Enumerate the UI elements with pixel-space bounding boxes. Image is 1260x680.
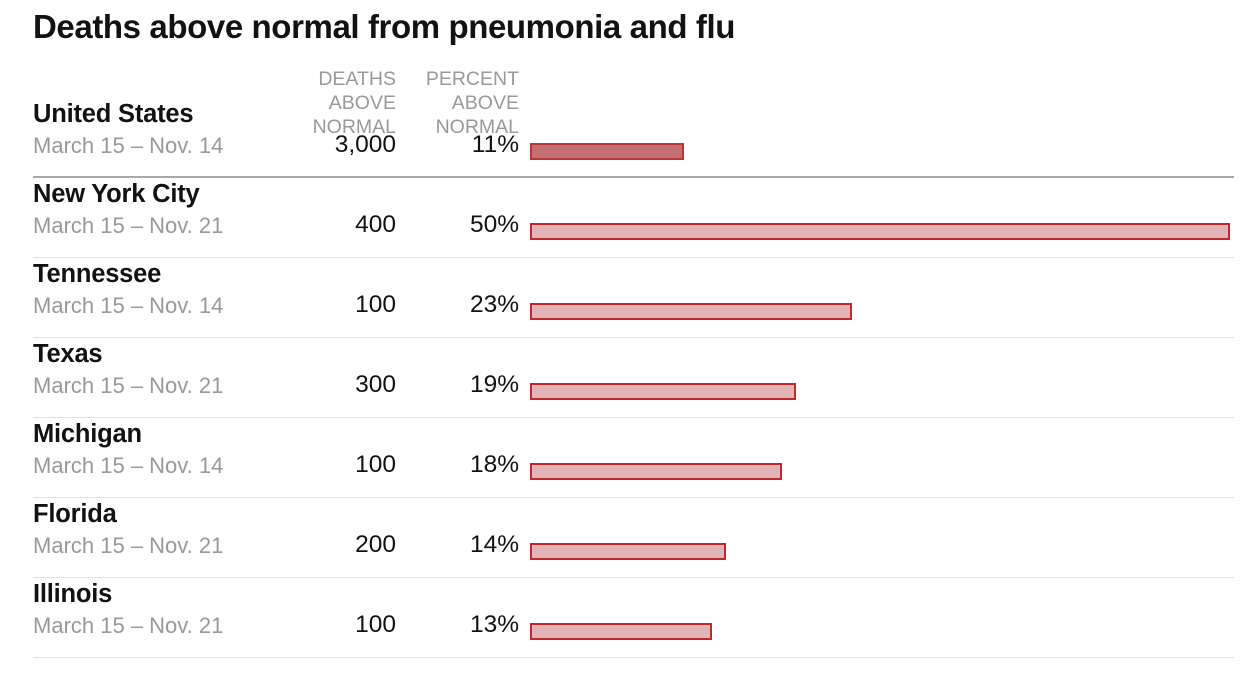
- row-divider: [33, 497, 1234, 498]
- region-name: Michigan: [33, 420, 142, 448]
- deaths-column-header: DEATHS ABOVE NORMAL: [313, 67, 396, 139]
- region-name: New York City: [33, 180, 200, 208]
- deaths-value: 200: [355, 531, 396, 558]
- region-name: Illinois: [33, 580, 113, 608]
- date-range: March 15 – Nov. 21: [33, 613, 224, 638]
- percent-header-line: NORMAL: [435, 116, 519, 138]
- bar: [530, 223, 1230, 240]
- bar: [530, 303, 852, 320]
- bar: [530, 623, 712, 640]
- deaths-value: 300: [355, 371, 396, 398]
- bar: [530, 383, 796, 400]
- date-range: March 15 – Nov. 21: [33, 533, 224, 558]
- table-row: Texas March 15 – Nov. 21 300 19%: [33, 310, 1234, 418]
- percent-value: 18%: [469, 451, 519, 478]
- date-range: March 15 – Nov. 21: [33, 213, 224, 238]
- deaths-value: 100: [355, 451, 396, 478]
- percent-value: 19%: [469, 371, 519, 398]
- percent-value: 14%: [469, 531, 519, 558]
- region-name: Tennessee: [33, 260, 162, 288]
- region-name: Florida: [33, 500, 117, 528]
- date-range: March 15 – Nov. 14: [33, 133, 224, 158]
- row-divider: [33, 657, 1234, 658]
- percent-header-line: ABOVE: [451, 92, 519, 114]
- percent-header-line: PERCENT: [425, 68, 519, 90]
- table-row: New York City March 15 – Nov. 21 400 50%: [33, 150, 1234, 258]
- region-name: Texas: [33, 340, 103, 368]
- region-name: United States: [33, 100, 194, 128]
- deaths-value: 400: [355, 211, 396, 238]
- percent-value: 23%: [469, 291, 519, 318]
- table-row: United States March 15 – Nov. 14 3,000 11%: [33, 70, 1234, 178]
- percent-value: 11%: [471, 131, 519, 158]
- table-row: Tennessee March 15 – Nov. 14 100 23%: [33, 230, 1234, 338]
- date-range: March 15 – Nov. 14: [33, 453, 224, 478]
- row-divider: [33, 417, 1234, 418]
- row-divider: [33, 577, 1234, 578]
- bar: [530, 543, 726, 560]
- deaths-value: 100: [355, 291, 396, 318]
- percent-value: 13%: [469, 611, 519, 638]
- deaths-header-line: ABOVE: [328, 92, 396, 114]
- bar: [530, 143, 684, 160]
- deaths-value: 3,000: [334, 131, 396, 158]
- row-divider: [33, 176, 1234, 178]
- row-divider: [33, 257, 1234, 258]
- date-range: March 15 – Nov. 21: [33, 373, 224, 398]
- table-row: Michigan March 15 – Nov. 14 100 18%: [33, 390, 1234, 498]
- percent-value: 50%: [469, 211, 519, 238]
- bar: [530, 463, 782, 480]
- row-divider: [33, 337, 1234, 338]
- percent-column-header: PERCENT ABOVE NORMAL: [426, 67, 519, 139]
- date-range: March 15 – Nov. 14: [33, 293, 224, 318]
- table-row: Florida March 15 – Nov. 21 200 14%: [33, 470, 1234, 578]
- table-row: Illinois March 15 – Nov. 21 100 13%: [33, 550, 1234, 658]
- deaths-value: 100: [355, 611, 396, 638]
- chart-title: Deaths above normal from pneumonia and f…: [33, 8, 735, 45]
- deaths-header-line: DEATHS: [318, 68, 396, 90]
- deaths-header-line: NORMAL: [312, 116, 396, 138]
